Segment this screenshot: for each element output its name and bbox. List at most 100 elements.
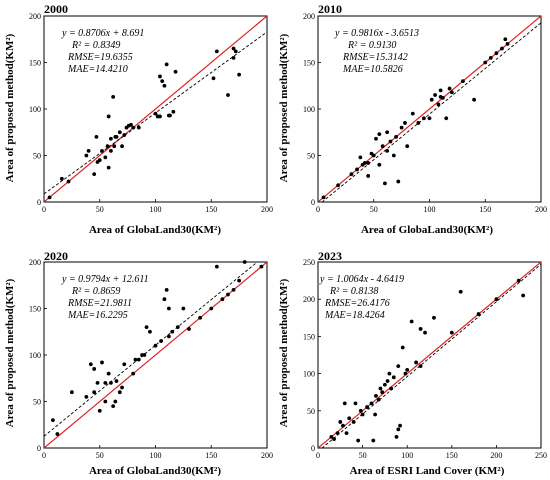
data-point [237, 278, 242, 283]
y-tick-label: 0 [37, 198, 41, 207]
data-point [111, 95, 116, 99]
data-point [423, 330, 427, 335]
data-point [341, 423, 345, 428]
data-point [409, 319, 414, 324]
data-point [342, 401, 347, 406]
data-point [84, 153, 89, 158]
y-tick-label: 150 [29, 305, 41, 314]
data-point [51, 418, 55, 422]
data-point [385, 379, 390, 383]
data-point [488, 55, 493, 60]
data-point [385, 130, 390, 135]
data-point [347, 416, 352, 421]
data-point [403, 121, 407, 125]
y-tick-label: 100 [29, 105, 41, 114]
data-point [171, 109, 176, 114]
data-point [387, 371, 392, 376]
data-point [86, 148, 91, 153]
data-point [505, 42, 510, 46]
data-point [349, 172, 354, 177]
y-axis-label: Area of proposed method(KM²) [4, 278, 16, 427]
identity-line [318, 16, 541, 202]
panel-2010: 2010 y = 0.9816x - 3.6513 R² = 0.9130 RM… [278, 2, 547, 236]
data-point [371, 438, 376, 443]
data-point [92, 390, 97, 395]
data-point [383, 181, 387, 186]
data-point [329, 434, 334, 439]
data-point [438, 95, 443, 99]
y-tick-label: 100 [29, 351, 41, 360]
x-tick-label: 100 [401, 451, 413, 460]
x-tick-label: 150 [205, 205, 217, 214]
data-point [142, 353, 147, 357]
data-point [106, 165, 111, 170]
mae-label: MAE=18.4264 [324, 310, 385, 321]
panel-title: 2023 [318, 249, 342, 263]
data-point [113, 135, 118, 139]
data-point [95, 381, 100, 385]
data-point [231, 288, 236, 292]
x-tick-label: 50 [359, 451, 367, 460]
x-tick-label: 0 [316, 205, 320, 214]
data-point [483, 60, 488, 65]
data-point [120, 144, 124, 149]
y-tick-label: 200 [303, 12, 315, 21]
data-point [114, 379, 119, 383]
data-point [321, 195, 326, 200]
data-point [432, 315, 436, 320]
data-point [356, 438, 361, 443]
y-tick-label: 100 [303, 105, 315, 114]
data-point [103, 399, 108, 404]
mae-label: MAE=10.5826 [342, 64, 403, 75]
data-point [449, 90, 454, 95]
data-point [344, 431, 349, 436]
data-point [383, 382, 387, 387]
data-point [398, 423, 402, 428]
panel-title: 2020 [44, 249, 68, 263]
x-axis-label: Area of GlobaLand30(KM²) [89, 224, 221, 236]
data-point [391, 375, 396, 380]
data-point [136, 125, 141, 130]
data-point [148, 329, 152, 334]
data-point [122, 362, 127, 367]
data-point [377, 132, 382, 137]
data-point [447, 86, 452, 91]
data-point [120, 385, 124, 390]
plot-frame [317, 261, 542, 449]
panel-title: 2010 [318, 2, 342, 16]
data-point [211, 76, 216, 81]
data-point [449, 330, 454, 335]
x-axis-label: Area of GlobaLand30(KM²) [361, 224, 493, 236]
data-point [173, 69, 178, 74]
identity-line [44, 262, 267, 448]
data-point [418, 327, 423, 331]
y-tick-label: 100 [303, 370, 315, 379]
data-point [405, 144, 410, 149]
data-point [133, 357, 138, 362]
data-point [153, 343, 158, 348]
data-point [106, 371, 111, 376]
data-point [131, 125, 136, 130]
data-point [373, 412, 377, 417]
y-tick-label: 50 [307, 152, 315, 161]
x-tick-label: 250 [535, 451, 547, 460]
x-tick-label: 0 [316, 451, 320, 460]
identity-line [44, 16, 267, 202]
data-point [136, 357, 141, 362]
data-point [394, 434, 399, 439]
equation-label: y = 0.8706x + 8.691 [61, 28, 144, 39]
data-point [237, 72, 242, 77]
data-point [377, 162, 382, 167]
y-tick-label: 200 [303, 295, 315, 304]
y-axis-label: Area of proposed method(KM²) [278, 278, 290, 427]
data-point [396, 179, 401, 184]
data-point [242, 260, 247, 264]
plot-lines [44, 262, 267, 448]
data-point [109, 136, 113, 141]
x-tick-label: 100 [150, 451, 162, 460]
y-tick-label: 0 [37, 444, 41, 453]
data-point [371, 153, 376, 158]
data-point [396, 364, 401, 369]
x-tick-label: 50 [96, 205, 104, 214]
data-point [162, 297, 167, 302]
